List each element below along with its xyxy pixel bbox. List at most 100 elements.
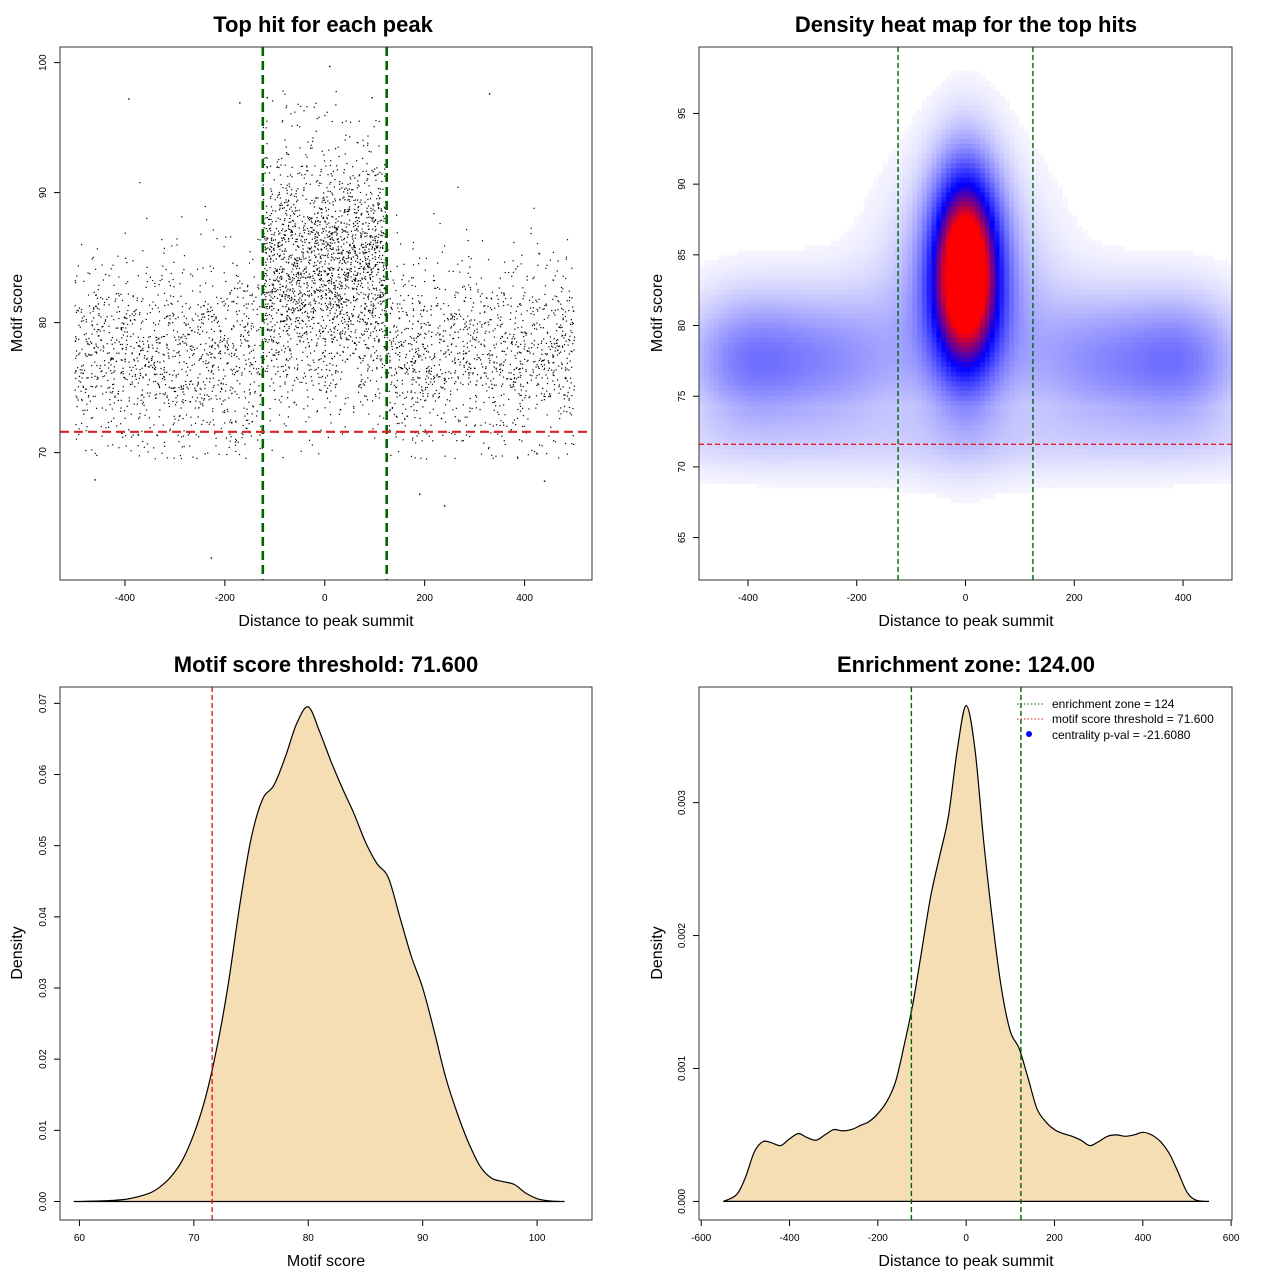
data-point (514, 317, 517, 319)
data-point (135, 378, 137, 380)
data-point (524, 331, 526, 333)
data-point (425, 324, 427, 326)
data-point (439, 369, 442, 371)
data-point (319, 174, 321, 177)
data-point (295, 268, 298, 270)
data-point (262, 199, 265, 201)
heatmap-cell (936, 90, 942, 97)
data-point (161, 373, 163, 375)
data-point (304, 239, 306, 241)
data-point (116, 339, 118, 341)
data-point (427, 351, 430, 353)
data-point (557, 309, 559, 311)
data-point (378, 203, 381, 205)
data-point (245, 359, 247, 361)
data-point (362, 320, 364, 322)
data-point (371, 217, 373, 220)
data-point (378, 341, 380, 343)
data-point (318, 267, 320, 269)
data-point (371, 169, 373, 172)
data-point (113, 371, 115, 373)
data-point (334, 301, 336, 303)
data-point (202, 330, 204, 332)
data-point (307, 312, 309, 314)
data-point (518, 393, 520, 395)
data-point (454, 294, 456, 296)
data-point (344, 199, 346, 201)
data-point (356, 285, 358, 288)
data-point (356, 228, 358, 230)
data-point (365, 245, 367, 247)
heatmap-cells (699, 71, 1232, 504)
data-point (396, 265, 398, 268)
data-point (159, 373, 161, 375)
data-point (121, 337, 123, 339)
data-point (346, 211, 348, 213)
data-point (291, 210, 293, 212)
data-point (125, 327, 127, 329)
data-point (227, 337, 229, 340)
data-point (332, 201, 334, 203)
data-point (556, 323, 558, 325)
data-point (493, 401, 495, 403)
data-point (382, 232, 384, 234)
data-point (215, 316, 217, 318)
data-point (98, 308, 100, 310)
data-point (380, 328, 383, 330)
data-point (273, 303, 275, 305)
data-point (383, 280, 386, 282)
data-point (303, 293, 305, 295)
heatmap-cell (921, 105, 928, 111)
data-point (235, 311, 238, 313)
data-point (251, 303, 253, 305)
data-point (313, 270, 316, 272)
data-point (293, 367, 296, 369)
data-point (152, 447, 155, 449)
data-point (334, 312, 336, 314)
data-point (291, 298, 293, 300)
data-point (379, 295, 381, 297)
data-point (398, 366, 400, 368)
data-point (76, 275, 78, 277)
data-point (533, 451, 536, 453)
data-point (173, 370, 175, 372)
data-point (573, 339, 575, 342)
data-point (413, 355, 415, 358)
data-point (561, 346, 564, 348)
data-point (372, 359, 374, 362)
data-point (154, 282, 156, 284)
data-point (311, 280, 313, 282)
data-point (340, 236, 342, 238)
data-point (240, 335, 242, 337)
data-point (265, 312, 267, 315)
data-point (299, 172, 301, 174)
data-point (358, 120, 360, 122)
data-point (400, 295, 402, 297)
data-point (314, 213, 316, 215)
data-point (356, 254, 358, 256)
data-point (356, 320, 359, 322)
data-point (330, 291, 333, 293)
data-point (411, 337, 413, 339)
data-point (569, 335, 571, 337)
data-point (368, 264, 371, 266)
data-point (82, 386, 84, 388)
data-point (423, 309, 425, 311)
data-point (443, 353, 445, 355)
data-point (346, 241, 348, 243)
data-point (124, 361, 126, 363)
data-point (368, 289, 371, 291)
data-point (166, 371, 168, 374)
data-point (245, 315, 248, 317)
data-point (263, 223, 265, 225)
data-point (315, 240, 317, 242)
data-point (280, 321, 282, 323)
data-point (447, 349, 449, 351)
data-point (339, 199, 341, 201)
data-point (301, 312, 303, 314)
data-point (166, 333, 168, 336)
data-point (354, 277, 356, 279)
data-point (197, 326, 199, 328)
data-point (204, 453, 206, 455)
data-point (282, 320, 285, 322)
